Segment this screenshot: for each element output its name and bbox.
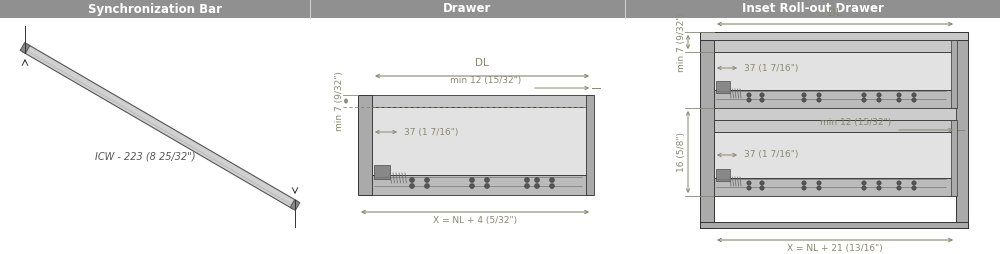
Circle shape: [897, 181, 901, 185]
Text: ICW - 223 (8 25/32"): ICW - 223 (8 25/32"): [95, 151, 195, 162]
Bar: [714, 132, 956, 178]
Circle shape: [862, 186, 866, 190]
Circle shape: [877, 181, 881, 185]
Text: min 12 (15/32"): min 12 (15/32"): [450, 76, 527, 85]
Bar: [372, 107, 592, 175]
Text: X = NL + 21 (13/16"): X = NL + 21 (13/16"): [787, 244, 883, 253]
Text: Drawer: Drawer: [443, 3, 492, 15]
Circle shape: [760, 186, 764, 190]
Text: DL: DL: [475, 58, 489, 68]
Circle shape: [760, 93, 764, 97]
Circle shape: [877, 186, 881, 190]
Bar: [372, 175, 592, 195]
Bar: [951, 120, 957, 196]
Bar: [714, 52, 956, 90]
Circle shape: [817, 98, 821, 102]
Circle shape: [760, 181, 764, 185]
Bar: [951, 40, 957, 108]
Circle shape: [747, 93, 751, 97]
Circle shape: [877, 98, 881, 102]
Polygon shape: [20, 43, 30, 53]
Bar: [700, 32, 714, 228]
Bar: [0, 0, 1000, 18]
Bar: [372, 95, 592, 107]
Circle shape: [897, 186, 901, 190]
Circle shape: [550, 183, 554, 188]
Circle shape: [912, 98, 916, 102]
Text: min 12 (15/32"): min 12 (15/32"): [820, 118, 891, 127]
Bar: [714, 108, 956, 120]
Bar: [714, 120, 956, 132]
Circle shape: [912, 186, 916, 190]
Text: DL: DL: [828, 8, 842, 18]
Circle shape: [747, 98, 751, 102]
Bar: [374, 165, 390, 179]
Circle shape: [484, 183, 490, 188]
Circle shape: [802, 181, 806, 185]
Circle shape: [817, 181, 821, 185]
Text: 37 (1 7/16"): 37 (1 7/16"): [404, 128, 458, 136]
Circle shape: [424, 183, 430, 188]
Circle shape: [747, 186, 751, 190]
Bar: [956, 32, 968, 228]
Polygon shape: [290, 200, 300, 210]
Circle shape: [897, 98, 901, 102]
Text: 37 (1 7/16"): 37 (1 7/16"): [744, 64, 798, 72]
Circle shape: [912, 93, 916, 97]
Text: Inset Roll-out Drawer: Inset Roll-out Drawer: [742, 3, 883, 15]
Bar: [700, 32, 968, 40]
Text: Synchronization Bar: Synchronization Bar: [88, 3, 222, 15]
Text: min 7 (9/32"): min 7 (9/32"): [335, 71, 344, 131]
Circle shape: [862, 181, 866, 185]
Circle shape: [802, 98, 806, 102]
Bar: [700, 222, 968, 228]
Circle shape: [862, 98, 866, 102]
Circle shape: [410, 178, 415, 183]
Bar: [716, 81, 730, 93]
Circle shape: [484, 178, 490, 183]
Circle shape: [534, 183, 540, 188]
Text: min 7 (9/32"): min 7 (9/32"): [677, 12, 686, 72]
Circle shape: [470, 178, 475, 183]
Bar: [586, 95, 594, 195]
Text: X = NL + 4 (5/32"): X = NL + 4 (5/32"): [433, 216, 517, 225]
Circle shape: [802, 186, 806, 190]
Circle shape: [817, 186, 821, 190]
Circle shape: [862, 93, 866, 97]
Bar: [714, 40, 956, 52]
Text: 16 (5/8"): 16 (5/8"): [677, 132, 686, 172]
Circle shape: [524, 183, 530, 188]
Bar: [714, 178, 956, 196]
Text: 37 (1 7/16"): 37 (1 7/16"): [744, 151, 798, 160]
Circle shape: [534, 178, 540, 183]
Circle shape: [802, 93, 806, 97]
Circle shape: [747, 181, 751, 185]
Circle shape: [877, 93, 881, 97]
Circle shape: [912, 181, 916, 185]
Circle shape: [550, 178, 554, 183]
Circle shape: [470, 183, 475, 188]
Bar: [716, 169, 730, 181]
Circle shape: [897, 93, 901, 97]
Circle shape: [817, 93, 821, 97]
Circle shape: [424, 178, 430, 183]
Circle shape: [410, 183, 415, 188]
Bar: [714, 90, 956, 108]
Polygon shape: [23, 44, 297, 209]
Circle shape: [760, 98, 764, 102]
Circle shape: [524, 178, 530, 183]
Bar: [358, 95, 372, 195]
